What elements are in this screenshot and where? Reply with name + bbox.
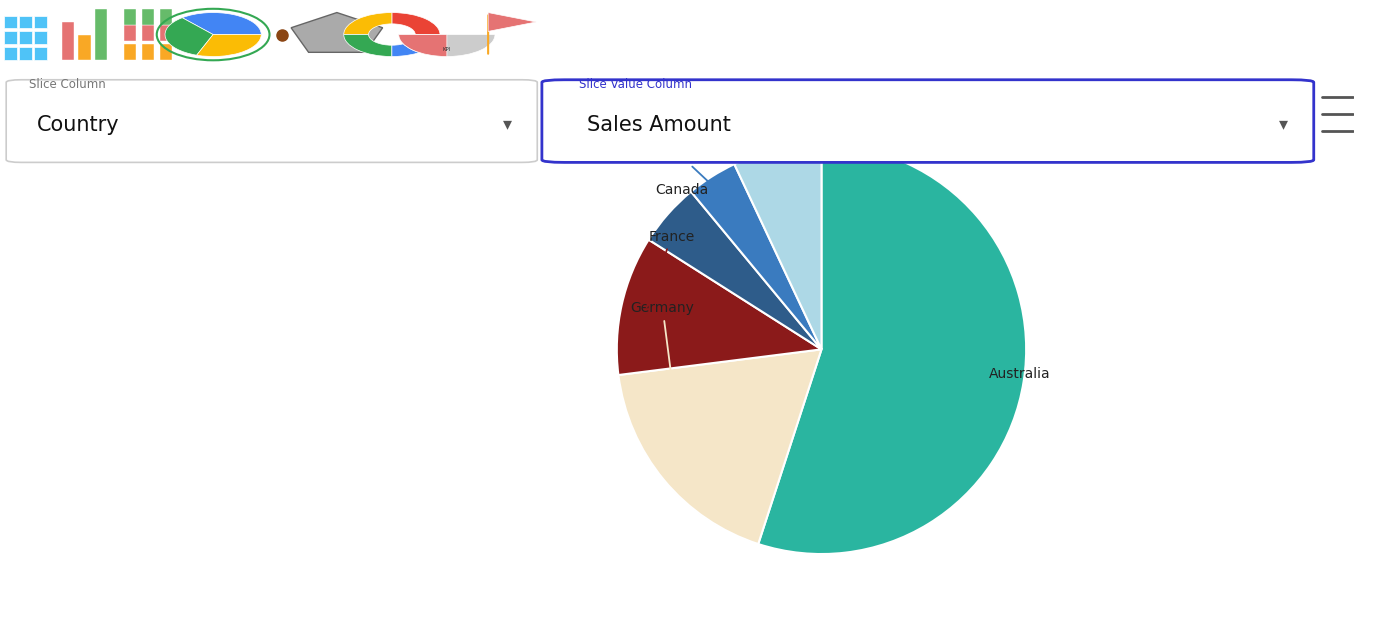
Text: Germany: Germany xyxy=(631,301,694,462)
Bar xyxy=(34,47,47,60)
FancyBboxPatch shape xyxy=(542,80,1313,163)
Polygon shape xyxy=(488,13,536,31)
Text: Sales Amount: Sales Amount xyxy=(587,114,730,134)
Wedge shape xyxy=(617,240,821,375)
Bar xyxy=(142,9,154,25)
Wedge shape xyxy=(197,35,261,57)
Wedge shape xyxy=(344,35,392,57)
Text: United States: United States xyxy=(754,117,848,171)
Bar xyxy=(160,25,172,41)
Bar xyxy=(4,31,16,44)
Bar xyxy=(160,9,172,25)
Bar xyxy=(4,16,16,28)
Bar xyxy=(95,9,107,60)
Bar xyxy=(160,44,172,60)
Bar xyxy=(142,25,154,41)
Wedge shape xyxy=(183,13,261,35)
Text: France: France xyxy=(646,230,694,308)
Text: KPI: KPI xyxy=(443,47,451,52)
Text: Country: Country xyxy=(37,114,120,134)
Text: Slice Value Column: Slice Value Column xyxy=(579,78,693,91)
Bar xyxy=(4,47,16,60)
Wedge shape xyxy=(734,144,821,349)
Bar xyxy=(124,44,136,60)
Bar xyxy=(34,16,47,28)
Text: Australia: Australia xyxy=(990,367,1050,381)
Wedge shape xyxy=(165,18,213,55)
Wedge shape xyxy=(692,164,821,349)
Wedge shape xyxy=(758,144,1026,554)
Wedge shape xyxy=(392,13,440,35)
Text: ▾: ▾ xyxy=(1279,116,1287,134)
Text: ▾: ▾ xyxy=(502,116,512,134)
Wedge shape xyxy=(619,349,821,544)
Wedge shape xyxy=(344,13,392,35)
Wedge shape xyxy=(399,35,495,57)
Bar xyxy=(124,9,136,25)
Wedge shape xyxy=(399,35,447,57)
Bar xyxy=(142,44,154,60)
Wedge shape xyxy=(392,35,440,57)
Text: Canada: Canada xyxy=(656,183,710,227)
Bar xyxy=(19,31,32,44)
Bar xyxy=(34,31,47,44)
Bar xyxy=(78,35,91,60)
Wedge shape xyxy=(649,192,821,349)
Bar xyxy=(124,25,136,41)
Bar xyxy=(19,16,32,28)
Text: United Kingdom: United Kingdom xyxy=(624,148,736,195)
Bar xyxy=(19,47,32,60)
FancyBboxPatch shape xyxy=(7,80,538,163)
Text: Slice Column: Slice Column xyxy=(29,78,106,91)
Bar xyxy=(62,22,74,60)
